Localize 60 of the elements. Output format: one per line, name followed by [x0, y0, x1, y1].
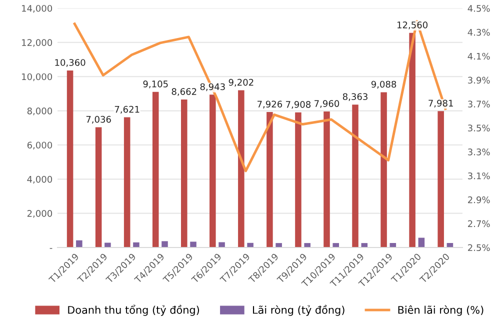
- bar: [152, 92, 159, 248]
- y2-tick-label: 2.7%: [468, 220, 490, 228]
- y-tick-label: 12,000: [22, 39, 52, 47]
- bar: [124, 117, 130, 248]
- bar: [210, 94, 216, 248]
- y2-tick-label: 3.7%: [468, 100, 490, 108]
- y2-tick-label: 4.5%: [468, 4, 490, 12]
- bar: [133, 242, 140, 248]
- bar: [66, 70, 74, 248]
- y-tick-label: 14,000: [22, 4, 52, 13]
- bar: [352, 104, 358, 248]
- data-label: 7,621: [114, 106, 140, 114]
- bar: [247, 242, 254, 248]
- bar: [95, 127, 102, 248]
- data-label: 8,363: [342, 93, 368, 101]
- data-label: 7,926: [258, 100, 282, 108]
- bar: [190, 242, 196, 248]
- y2-tick-label: 4.3%: [468, 28, 490, 36]
- data-label: 7,908: [286, 101, 311, 109]
- data-label: 8,662: [172, 88, 196, 96]
- data-label: 7,981: [428, 100, 453, 108]
- y-tick-label: -: [50, 248, 52, 249]
- bar: [266, 112, 273, 248]
- y-tick-label: 6,000: [27, 142, 52, 150]
- legend-label: Lãi ròng (tỷ đồng): [253, 304, 344, 316]
- bar: [304, 243, 310, 248]
- bar: [238, 90, 244, 248]
- bar: [104, 242, 111, 248]
- y2-tick-label: 4.1%: [468, 52, 490, 60]
- y2-tick-label: 3.5%: [468, 124, 490, 132]
- y2-tick-label: 3.1%: [468, 172, 490, 180]
- bar: [438, 111, 444, 248]
- y-tick-label: 10,000: [22, 73, 52, 82]
- y-tick-label: 8,000: [27, 108, 52, 116]
- data-label: 9,088: [371, 80, 396, 89]
- bar: [380, 92, 387, 248]
- y2-tick-label: 2.9%: [468, 196, 490, 204]
- bar: [180, 99, 188, 248]
- bar: [276, 243, 282, 248]
- bar: [218, 242, 225, 248]
- data-label: 7,960: [314, 100, 340, 108]
- data-label: 9,105: [143, 80, 168, 88]
- bar: [76, 240, 82, 248]
- data-label: 7,036: [86, 116, 111, 124]
- bar: [332, 243, 340, 248]
- legend-label: Biên lãi ròng (%): [398, 305, 484, 316]
- y2-tick-label: 3.9%: [468, 76, 490, 84]
- y2-tick-label: 2.5%: [468, 244, 490, 252]
- data-label: 8,943: [200, 83, 225, 92]
- bar: [162, 241, 168, 248]
- bar: [409, 32, 416, 248]
- data-label: 10,360: [55, 59, 86, 67]
- bar: [295, 112, 302, 248]
- data-label: 12,560: [398, 22, 428, 30]
- y-tick-label: 4,000: [27, 176, 52, 184]
- y2-tick-label: 3.3%: [468, 148, 490, 156]
- bar: [324, 111, 330, 248]
- data-label: 9,202: [228, 78, 254, 87]
- legend-label: Doanh thu tổng (tỷ đồng): [68, 304, 200, 316]
- y-tick-label: 2,000: [27, 210, 52, 218]
